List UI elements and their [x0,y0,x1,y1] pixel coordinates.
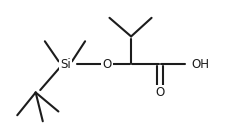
Text: Si: Si [60,58,71,71]
Text: O: O [102,58,111,71]
Text: O: O [155,86,164,99]
Text: OH: OH [190,58,208,71]
